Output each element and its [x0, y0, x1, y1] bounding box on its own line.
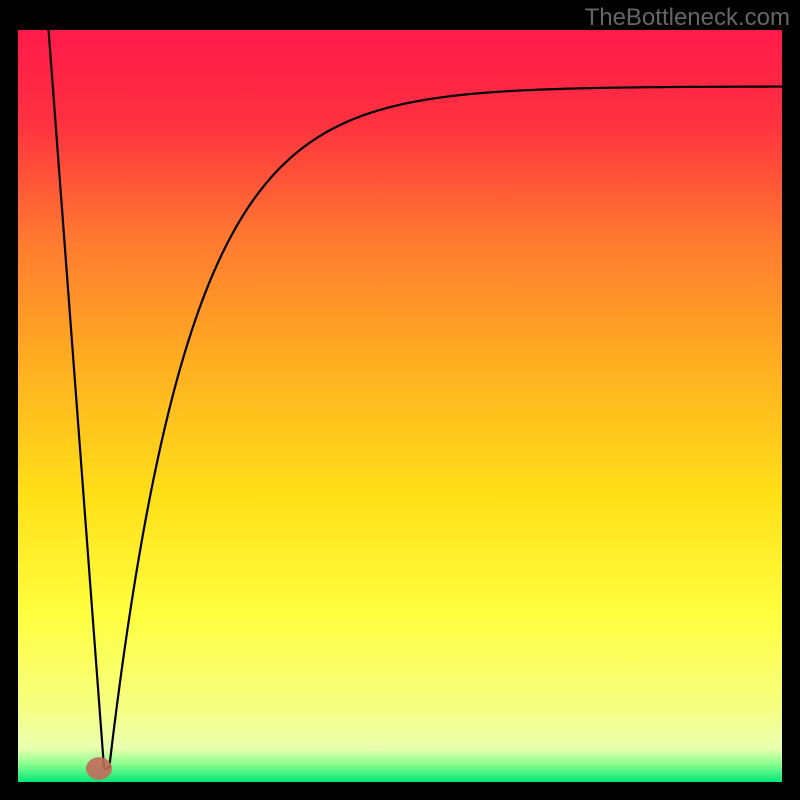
chart-frame: TheBottleneck.com	[0, 0, 800, 800]
bottleneck-chart	[0, 0, 800, 800]
gradient-background	[18, 30, 782, 782]
vertex-marker	[86, 757, 112, 780]
